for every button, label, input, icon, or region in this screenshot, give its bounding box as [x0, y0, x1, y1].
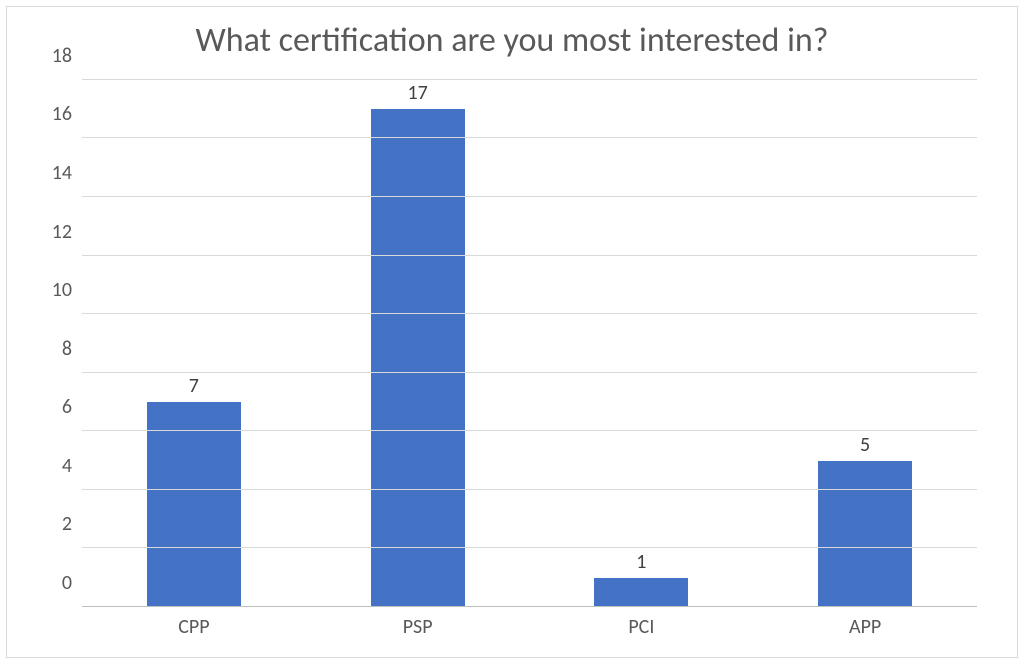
chart-frame: What certification are you most interest… — [0, 0, 1024, 664]
gridline — [82, 430, 977, 431]
gridline — [82, 196, 977, 197]
bar-slot: 7 — [82, 80, 306, 607]
y-tick-label: 4 — [62, 454, 82, 478]
gridline — [82, 372, 977, 373]
y-tick-label: 2 — [62, 512, 82, 536]
y-tick-label: 6 — [62, 395, 82, 419]
bars-row: 71715 — [82, 80, 977, 607]
bar: 1 — [594, 578, 688, 607]
gridline — [82, 313, 977, 314]
plot-region: 71715 024681012141618 CPPPSPPCIAPP — [27, 72, 997, 647]
y-tick-label: 18 — [52, 44, 82, 68]
plot-area: 71715 024681012141618 — [82, 80, 977, 607]
bar: 17 — [371, 109, 465, 607]
gridline — [82, 547, 977, 548]
chart-title: What certification are you most interest… — [7, 7, 1017, 72]
gridline — [82, 489, 977, 490]
x-tick-label: CPP — [82, 607, 306, 647]
y-tick-label: 16 — [52, 102, 82, 126]
x-tick-label: PSP — [306, 607, 530, 647]
x-tick-label: PCI — [530, 607, 754, 647]
data-label: 7 — [189, 374, 199, 402]
bar-slot: 17 — [306, 80, 530, 607]
gridline — [82, 255, 977, 256]
bar: 7 — [147, 402, 241, 607]
y-tick-label: 8 — [62, 337, 82, 361]
bar-slot: 5 — [753, 80, 977, 607]
data-label: 1 — [636, 550, 646, 578]
y-tick-label: 14 — [52, 161, 82, 185]
x-axis-labels: CPPPSPPCIAPP — [82, 607, 977, 647]
data-label: 5 — [860, 433, 870, 461]
chart-border: What certification are you most interest… — [6, 6, 1018, 658]
y-tick-label: 0 — [62, 571, 82, 595]
data-label: 17 — [407, 81, 427, 109]
bar: 5 — [818, 461, 912, 607]
y-tick-label: 12 — [52, 220, 82, 244]
gridline — [82, 79, 977, 80]
gridline — [82, 137, 977, 138]
y-tick-label: 10 — [52, 278, 82, 302]
x-tick-label: APP — [753, 607, 977, 647]
bar-slot: 1 — [530, 80, 754, 607]
